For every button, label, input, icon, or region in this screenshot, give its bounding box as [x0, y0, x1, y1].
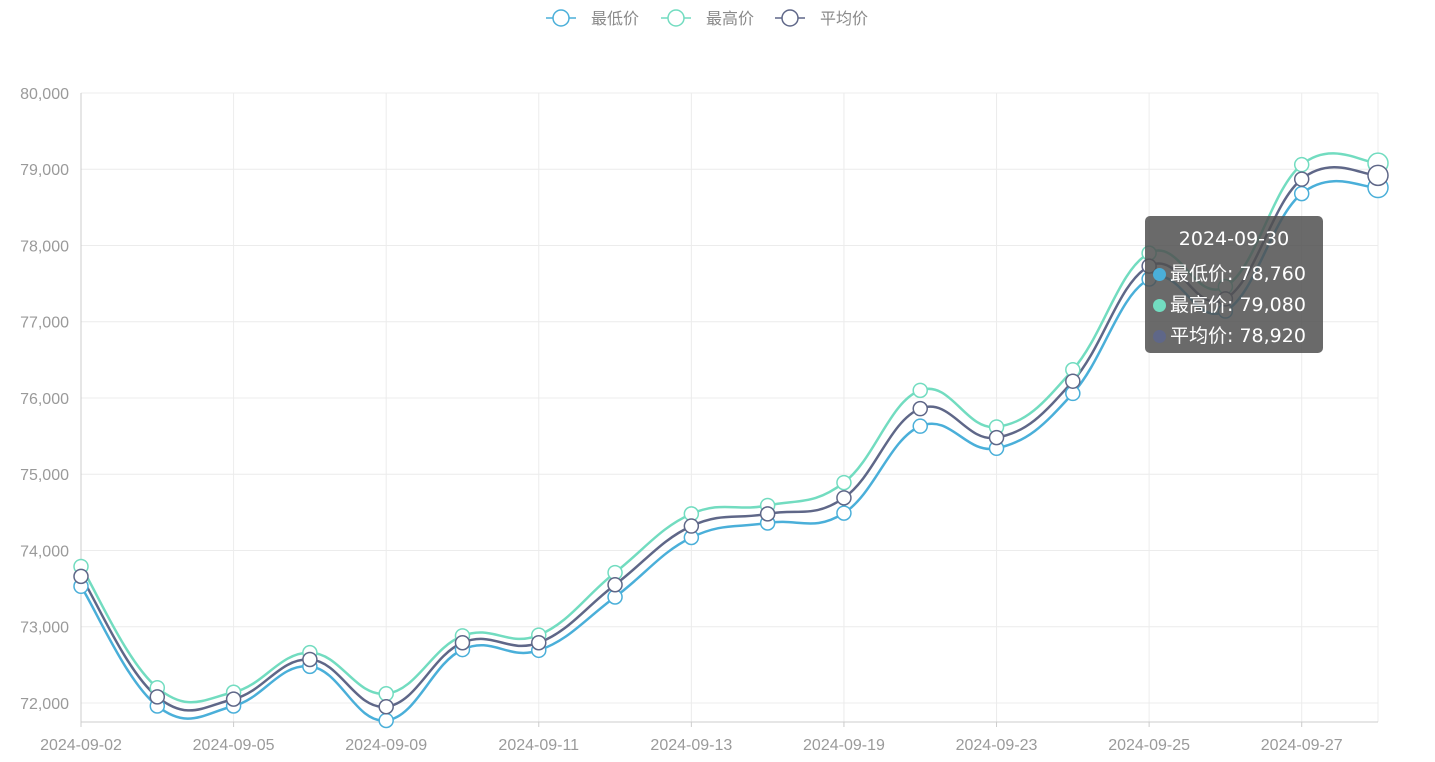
data-point	[1293, 185, 1310, 202]
data-point	[912, 400, 928, 417]
x-tick-label: 2024-09-02	[40, 737, 122, 754]
legend-label: 最低价	[591, 10, 639, 28]
x-tick-label: 2024-09-11	[498, 737, 579, 754]
y-tick-label: 78,000	[20, 238, 69, 255]
legend-item-1[interactable]: 最高价	[661, 9, 754, 28]
data-point	[683, 518, 700, 534]
data-point	[73, 568, 89, 585]
grid-lines	[80, 92, 1379, 722]
x-tick-label: 2024-09-19	[803, 737, 885, 754]
data-point	[378, 686, 394, 702]
y-tick-label: 75,000	[20, 467, 69, 484]
tooltip-label-low: 最低价: 78,760	[1170, 263, 1306, 285]
tooltip-title: 2024-09-30	[1178, 228, 1290, 250]
y-tick-label: 73,000	[20, 620, 69, 637]
data-point	[149, 689, 166, 705]
legend-label: 平均价	[820, 10, 868, 28]
axes	[80, 93, 1378, 723]
x-axis-ticks: 2024-09-02 2024-09-05 2024-09-09 2024-09-11…	[40, 722, 1343, 754]
data-point	[836, 474, 852, 491]
legend-item-2[interactable]: 平均价	[775, 9, 868, 28]
x-tick-label: 2024-09-23	[956, 737, 1038, 754]
data-point	[302, 651, 318, 668]
data-point	[607, 577, 623, 593]
tooltip-label-avg: 平均价: 78,920	[1170, 325, 1306, 347]
legend[interactable]: 最低价 最高价 平均价	[546, 9, 868, 28]
data-point	[1065, 373, 1081, 389]
tooltip-dot-high	[1153, 299, 1166, 312]
y-tick-label: 79,000	[20, 162, 69, 179]
data-point	[988, 429, 1005, 446]
data-point	[1293, 171, 1310, 187]
data-point	[759, 506, 776, 522]
tooltip-row-low: 最低价: 78,760	[1153, 259, 1306, 286]
series-points	[73, 152, 1389, 729]
data-point	[225, 691, 242, 707]
data-point	[378, 712, 394, 729]
data-point	[836, 505, 852, 521]
tooltip-row-high: 最高价: 79,080	[1153, 290, 1306, 317]
x-tick-label: 2024-09-13	[650, 737, 732, 754]
data-point	[836, 490, 852, 506]
data-point	[531, 634, 547, 651]
x-tick-label: 2024-09-27	[1261, 737, 1343, 754]
data-point	[454, 634, 471, 651]
legend-marker	[552, 9, 570, 27]
tooltip-dot-avg	[1153, 330, 1166, 343]
x-tick-label: 2024-09-25	[1108, 737, 1190, 754]
legend-item-0[interactable]: 最低价	[546, 9, 639, 28]
data-point	[1293, 156, 1310, 173]
y-tick-label: 72,000	[20, 696, 69, 713]
y-tick-label: 80,000	[20, 86, 69, 103]
data-point	[1367, 164, 1389, 187]
y-tick-label: 77,000	[20, 315, 69, 332]
legend-marker	[667, 9, 685, 27]
tooltip: 2024-09-30 最低价: 78,760 最高价: 79,080 平均价: …	[1145, 216, 1323, 353]
data-point	[378, 699, 394, 715]
tooltip-label-high: 最高价: 79,080	[1170, 294, 1306, 316]
y-tick-label: 76,000	[20, 391, 69, 408]
y-tick-label: 74,000	[20, 543, 69, 560]
data-point	[912, 382, 928, 399]
x-tick-label: 2024-09-09	[345, 737, 427, 754]
y-axis-ticks: 72,000 73,000 74,000 75,000 76,000 77,000 78,0…	[20, 86, 69, 713]
legend-marker	[781, 9, 799, 27]
legend-label: 最高价	[706, 10, 754, 28]
x-tick-label: 2024-09-05	[193, 737, 275, 754]
tooltip-dot-low	[1153, 268, 1166, 281]
tooltip-row-avg: 平均价: 78,920	[1153, 321, 1306, 348]
data-point	[912, 418, 928, 434]
